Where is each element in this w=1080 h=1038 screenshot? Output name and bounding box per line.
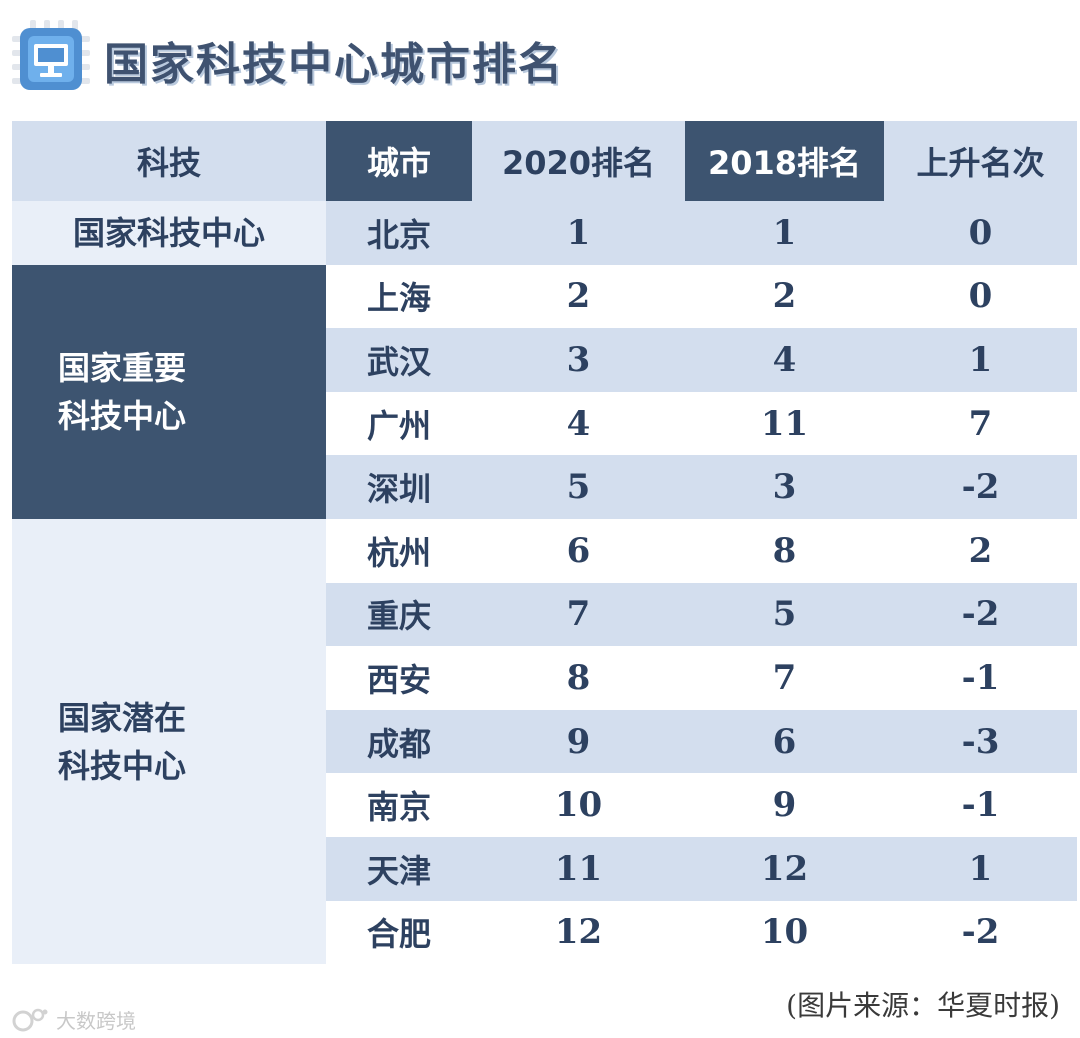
page-title: 国家科技中心城市排名 [104,39,564,90]
table-row [326,328,1077,392]
rank-change-cell: -2 [961,594,1000,635]
rank-2018-cell: 6 [772,721,797,762]
rank-2018-cell: 9 [772,785,797,826]
header-category: 科技 [12,121,326,201]
table-row [326,709,1077,774]
header-rank-change: 上升名次 [884,121,1077,201]
category-group-1: 国家科技中心 [12,201,326,265]
title-bar: 国家科技中心城市排名 [0,0,1080,118]
rank-2018-cell: 5 [772,594,797,635]
ranking-table: 科技 城市 2020排名 2018排名 上升名次 国家科技中心 国家重要 科技中心国… [12,121,1077,969]
rank-change-cell: -2 [961,912,1000,953]
city-cell: 重庆 [366,597,431,636]
city-cell: 深圳 [366,470,431,509]
rank-change-cell: 0 [968,276,993,317]
rank-2020-cell: 9 [566,721,591,762]
rank-2018-cell: 12 [760,848,809,889]
table-row [326,264,1077,329]
table-row [326,519,1077,583]
header-rank-2018: 2018排名 [685,121,884,201]
city-cell: 西安 [366,660,431,699]
category-label-line: 科技中心 [58,396,187,435]
rank-change-cell: 1 [968,848,993,889]
watermark-text: 大数跨境 [56,1008,136,1033]
header-rank-2020: 2020排名 [472,121,685,201]
rank-2018-cell: 10 [760,912,809,953]
rank-2020-cell: 4 [566,403,591,444]
city-cell: 广州 [366,406,431,445]
table-row [326,201,1077,265]
city-cell: 武汉 [366,342,431,381]
category-label-line: 国家重要 [58,348,187,387]
rank-2018-cell: 2 [772,276,797,317]
rank-2020-cell: 12 [554,912,603,953]
category-group-2: 国家重要 科技中心 [12,264,326,519]
rank-2020-cell: 10 [554,785,603,826]
rank-2020-cell: 8 [566,657,591,698]
city-cell: 杭州 [366,533,431,572]
rank-2020-cell: 2 [566,276,591,317]
city-cell: 天津 [366,851,431,890]
rank-2018-cell: 7 [772,657,797,698]
rank-change-cell: 7 [968,403,993,444]
computer-chip-icon [12,20,90,90]
city-cell: 合肥 [366,915,431,954]
table-row [326,646,1077,710]
category-label-line: 科技中心 [58,746,187,785]
watermark: 大数跨境 [10,1004,136,1034]
table-row [326,773,1077,837]
rank-change-cell: -1 [961,657,1000,698]
weibo-logo-icon [12,1008,48,1032]
table-row [326,455,1077,519]
rank-change-cell: 0 [968,212,993,253]
rank-change-cell: 1 [968,339,993,380]
rank-2018-cell: 4 [772,339,797,380]
category-label-line: 国家科技中心 [72,213,265,252]
city-cell: 南京 [366,788,431,827]
rank-change-cell: 2 [968,530,993,571]
rank-2020-cell: 7 [566,594,591,635]
header-city: 城市 [326,121,472,201]
rank-2018-cell: 1 [772,212,797,253]
rank-2020-cell: 3 [566,339,591,380]
rank-2020-cell: 11 [554,848,603,889]
rank-2020-cell: 6 [566,530,591,571]
rank-change-cell: -2 [961,467,1000,508]
table-row [326,582,1077,647]
rank-2020-cell: 1 [566,212,591,253]
table-row [326,900,1077,965]
category-group-3: 国家潜在 科技中心 [12,519,326,965]
rank-change-cell: -1 [961,785,1000,826]
table-row [326,837,1077,901]
source-note: (图片来源：华夏时报) [786,989,1060,1022]
rank-2020-cell: 5 [566,467,591,508]
category-label-line: 国家潜在 [58,698,187,737]
table-row [326,391,1077,456]
rank-2018-cell: 3 [772,467,797,508]
city-cell: 上海 [366,279,431,318]
rank-2018-cell: 11 [760,403,809,444]
city-cell: 北京 [366,215,431,254]
city-cell: 成都 [366,724,431,763]
rank-change-cell: -3 [961,721,1000,762]
rank-2018-cell: 8 [772,530,797,571]
